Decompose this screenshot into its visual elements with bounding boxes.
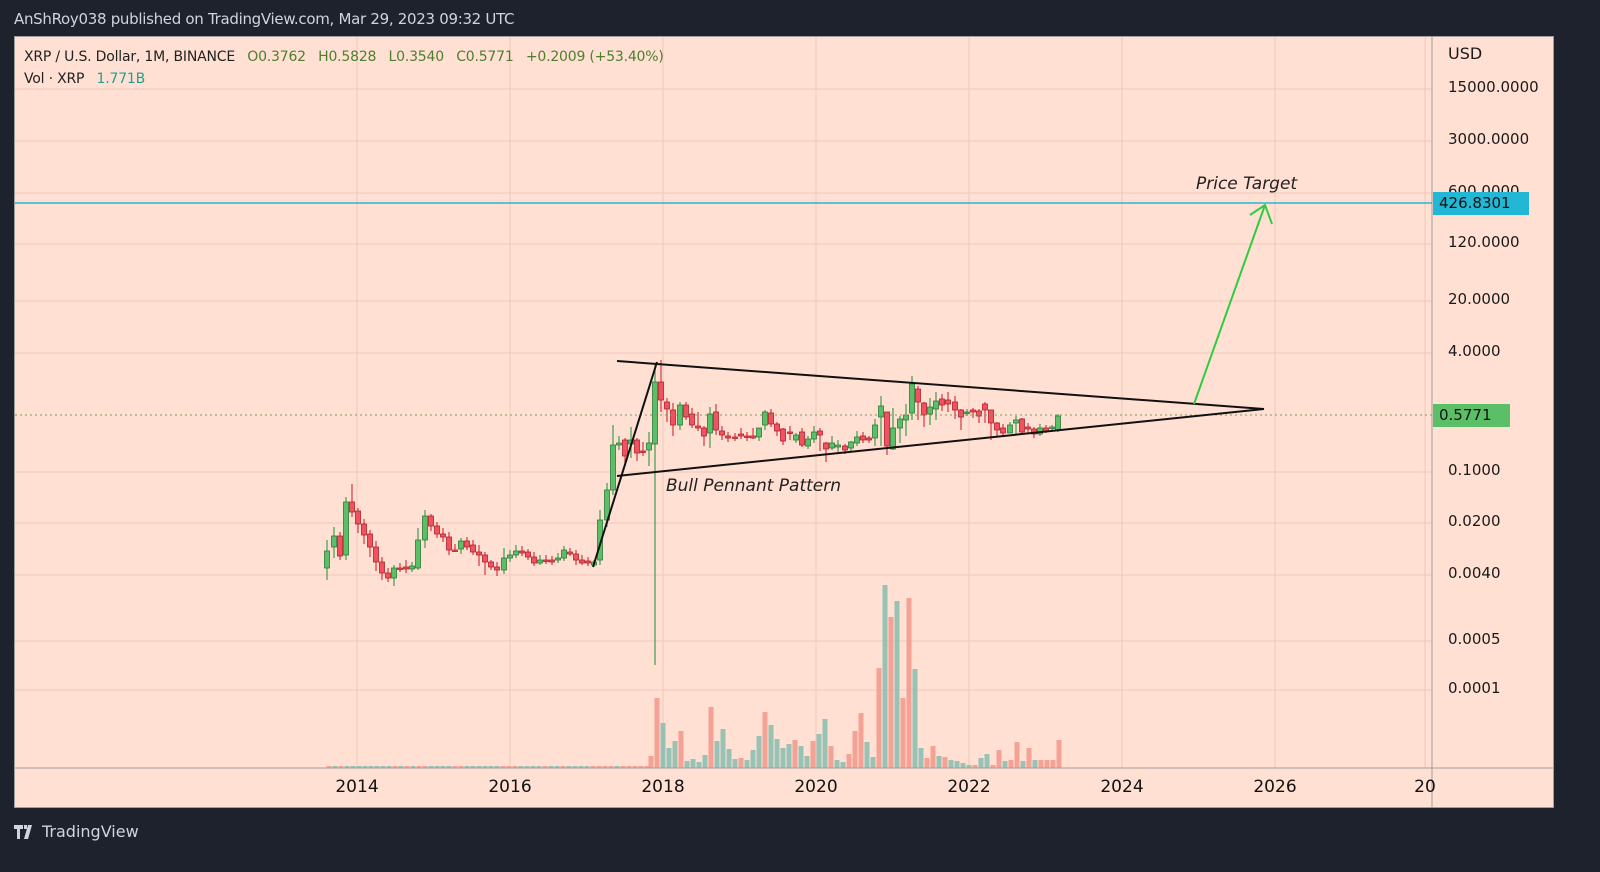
volume-label[interactable]: Vol · XRP — [24, 71, 85, 87]
arrow-head-icon — [1249, 203, 1273, 225]
price-tick-label: 0.0001 — [1448, 679, 1501, 697]
volume-row: Vol · XRP 1.771B — [24, 68, 672, 90]
pattern-label: Bull Pennant Pattern — [666, 476, 842, 496]
pennant-upper-trendline — [616, 360, 1265, 410]
year-tick-label: 2016 — [488, 777, 532, 797]
year-tick-label: 2024 — [1100, 777, 1144, 797]
flagpole-line — [592, 361, 658, 568]
open-value: O0.3762 — [247, 49, 306, 65]
publisher-line: AnShRoy038 published on TradingView.com,… — [14, 10, 515, 28]
target-arrow — [1193, 204, 1266, 405]
tradingview-logo[interactable]: TradingView — [14, 822, 139, 841]
symbol-name[interactable]: XRP / U.S. Dollar, 1M, BINANCE — [24, 49, 235, 65]
price-tick-label: 120.0000 — [1448, 233, 1520, 251]
volume-bars — [326, 585, 1062, 768]
low-value: L0.3540 — [388, 49, 445, 65]
price-target-label: Price Target — [1196, 174, 1298, 194]
close-value: C0.5771 — [456, 49, 514, 65]
brand-name: TradingView — [42, 822, 139, 841]
price-tick-label: 20.0000 — [1448, 290, 1511, 308]
year-tick-label: 2026 — [1253, 777, 1297, 797]
price-tick-label: 0.0200 — [1448, 512, 1501, 530]
tradingview-icon — [14, 824, 32, 839]
year-tick-label: 2018 — [641, 777, 685, 797]
price-tick-label: 3000.0000 — [1448, 130, 1530, 148]
year-tick-label: 2020 — [794, 777, 838, 797]
candlesticks — [324, 360, 1061, 665]
price-tick-label: 0.0040 — [1448, 564, 1501, 582]
price-target-badge: 426.8301 — [1433, 192, 1529, 215]
grid-lines — [15, 37, 1432, 768]
symbol-row: XRP / U.S. Dollar, 1M, BINANCE O0.3762 H… — [24, 46, 672, 68]
volume-value: 1.771B — [96, 71, 146, 87]
chart-legend: XRP / U.S. Dollar, 1M, BINANCE O0.3762 H… — [24, 46, 672, 90]
change-value: +0.2009 (+53.40%) — [525, 49, 664, 65]
currency-label[interactable]: USD — [1448, 44, 1483, 63]
price-tick-label: 4.0000 — [1448, 342, 1501, 360]
price-tick-label: 0.1000 — [1448, 461, 1501, 479]
last-price-badge: 0.5771 — [1433, 404, 1510, 427]
high-value: H0.5828 — [318, 49, 377, 65]
year-tick-label: 2022 — [947, 777, 991, 797]
year-tick-label: 2014 — [335, 777, 379, 797]
price-tick-label: 15000.0000 — [1448, 78, 1539, 96]
price-tick-label: 0.0005 — [1448, 630, 1501, 648]
pennant-lower-trendline — [616, 408, 1265, 477]
chart-panel[interactable] — [14, 36, 1554, 808]
year-tick-label: 20 — [1414, 777, 1436, 797]
